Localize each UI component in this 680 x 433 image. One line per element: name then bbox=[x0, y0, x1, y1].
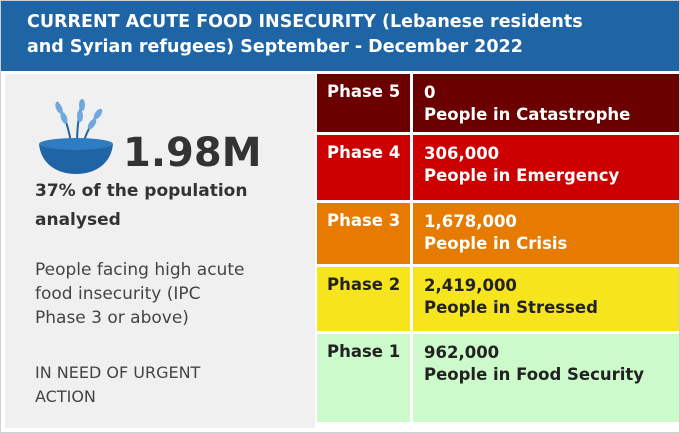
phase-row: Phase 1 962,000 People in Food Security bbox=[317, 334, 679, 425]
header: CURRENT ACUTE FOOD INSECURITY (Lebanese … bbox=[1, 1, 679, 71]
phase-table: Phase 5 0 People in Catastrophe Phase 4 306,… bbox=[317, 74, 679, 425]
phase-name: Phase 4 bbox=[317, 135, 413, 200]
phase-info: 0 People in Catastrophe bbox=[413, 74, 679, 132]
phase-name: Phase 2 bbox=[317, 267, 413, 331]
people-count: 0 bbox=[424, 83, 436, 102]
phase-info: 2,419,000 People in Stressed bbox=[413, 267, 679, 331]
description: People facing high acute food insecurity… bbox=[35, 260, 245, 328]
people-count: 2,419,000 bbox=[424, 276, 517, 295]
phase-name: Phase 1 bbox=[317, 334, 413, 422]
phase-row: Phase 4 306,000 People in Emergency bbox=[317, 135, 679, 203]
people-count: 962,000 bbox=[424, 343, 500, 362]
phase-label: People in Stressed bbox=[424, 298, 598, 317]
action-note: IN NEED OF URGENT ACTION bbox=[35, 363, 201, 406]
phase-label: People in Food Security bbox=[424, 365, 645, 384]
people-count: 1,678,000 bbox=[424, 212, 517, 231]
bowl-icon bbox=[39, 99, 113, 174]
title: CURRENT ACUTE FOOD INSECURITY (Lebanese … bbox=[27, 12, 583, 57]
phase-name: Phase 5 bbox=[317, 74, 413, 132]
phase-label: People in Catastrophe bbox=[424, 105, 631, 124]
phase-row: Phase 5 0 People in Catastrophe bbox=[317, 74, 679, 135]
phase-row: Phase 2 2,419,000 People in Stressed bbox=[317, 267, 679, 334]
people-count: 306,000 bbox=[424, 144, 500, 163]
phase-info: 306,000 People in Emergency bbox=[413, 135, 679, 200]
summary-panel: 1.98M 37% of the population analysed Peo… bbox=[5, 74, 315, 428]
phase-info: 962,000 People in Food Security bbox=[413, 334, 679, 422]
phase-label: People in Emergency bbox=[424, 166, 620, 185]
population-share: 37% of the population analysed bbox=[35, 181, 248, 230]
phase-name: Phase 3 bbox=[317, 203, 413, 264]
total-people: 1.98M bbox=[123, 130, 262, 176]
phase-info: 1,678,000 People in Crisis bbox=[413, 203, 679, 264]
phase-label: People in Crisis bbox=[424, 234, 568, 253]
phase-row: Phase 3 1,678,000 People in Crisis bbox=[317, 203, 679, 267]
